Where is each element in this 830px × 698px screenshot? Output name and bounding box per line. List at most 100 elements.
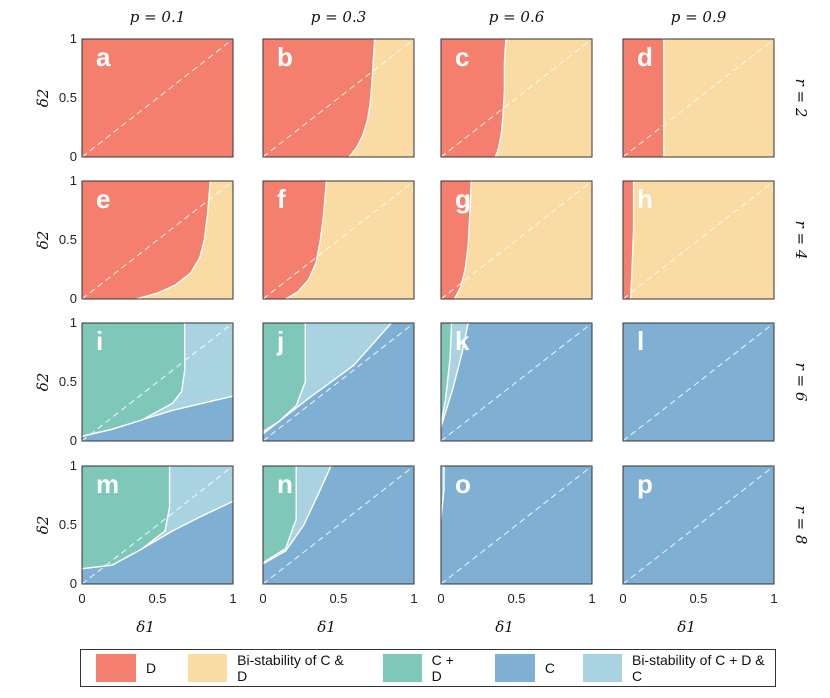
- panel-frame-d: [622, 38, 775, 158]
- region-BiCD-e-0: [136, 181, 233, 299]
- x-tick-0-1: 0.5: [148, 591, 166, 606]
- column-title-4: p = 0.9: [671, 8, 727, 26]
- x-tick-0-0: 0: [78, 591, 85, 606]
- legend-item-c-plus-d: C + D: [382, 652, 467, 684]
- panel-frame-a: [81, 38, 234, 158]
- y-axis-label-2: δ2: [34, 231, 52, 250]
- row-title-4: r = 8: [792, 506, 810, 545]
- diagonal-a: [82, 39, 233, 157]
- x-axis-label-4: δ1: [677, 618, 696, 636]
- diagonal-n: [263, 466, 414, 584]
- y-axis-label-3: δ2: [34, 373, 52, 392]
- panel-letter-h: h: [637, 184, 653, 214]
- boundary-line-k-0: [441, 323, 469, 428]
- x-tick-0-2: 1: [229, 591, 236, 606]
- legend-swatch-bistability-cdc: [582, 654, 622, 682]
- region-BiCD-b-0: [349, 39, 414, 157]
- boundary-line-k-1: [441, 323, 453, 425]
- region-BiCD-h-0: [630, 181, 774, 299]
- legend-item-d: D: [96, 654, 156, 682]
- panel-l: [623, 323, 774, 441]
- panel-frame-c: [440, 38, 593, 158]
- region-BiCD-f-0: [285, 181, 414, 299]
- panel-letter-e: e: [96, 184, 110, 214]
- legend-swatch-bistability-cd: [188, 654, 228, 682]
- x-tick-1-2: 1: [410, 591, 417, 606]
- legend-label-d: D: [146, 660, 157, 676]
- panel-h: [623, 181, 774, 299]
- region-CD-i-1: [82, 323, 185, 437]
- boundary-line-n-1: [263, 466, 297, 564]
- diagonal-c: [441, 39, 592, 157]
- region-BiCD-d-0: [663, 39, 774, 157]
- panel-letter-g: g: [455, 184, 471, 214]
- column-title-3: p = 0.6: [489, 8, 545, 26]
- diagonal-h: [623, 181, 774, 299]
- boundary-line-j-0: [263, 323, 392, 435]
- legend-swatch-c-plus-d: [382, 654, 422, 682]
- panel-frame-m: [81, 465, 234, 585]
- diagonal-l: [623, 323, 774, 441]
- region-CD-k-1: [441, 323, 452, 425]
- panel-frame-o: [440, 465, 593, 585]
- x-tick-3-1: 0.5: [689, 591, 707, 606]
- legend-label-c-plus-d: C + D: [431, 652, 454, 684]
- legend-label-c: C: [544, 660, 555, 676]
- y-tick-3-0: 0: [70, 576, 77, 591]
- x-axis-label-3: δ1: [495, 618, 514, 636]
- diagonal-m: [82, 466, 233, 584]
- boundary-line-n-0: [263, 466, 332, 565]
- panel-m: [82, 466, 233, 584]
- panel-frame-i: [81, 322, 234, 442]
- y-tick-3-1: 0.5: [59, 517, 77, 532]
- panel-frame-l: [622, 322, 775, 442]
- row-title-3: r = 6: [792, 363, 810, 402]
- x-tick-3-2: 1: [770, 591, 777, 606]
- y-tick-1-2: 1: [70, 173, 77, 188]
- x-tick-2-2: 1: [588, 591, 595, 606]
- diagonal-k: [441, 323, 592, 441]
- panel-frame-f: [262, 180, 415, 300]
- region-BiCD-g-0: [454, 181, 592, 299]
- diagonal-f: [263, 181, 414, 299]
- y-axis-label-1: δ2: [34, 89, 52, 108]
- panel-frame-p: [622, 465, 775, 585]
- x-tick-1-1: 0.5: [329, 591, 347, 606]
- legend-item-bistability-cd: Bi-stability of C & D: [188, 652, 355, 684]
- region-CD-j-1: [263, 323, 306, 432]
- panel-letter-o: o: [455, 469, 471, 499]
- region-CD-m-1: [82, 466, 170, 569]
- legend-swatch-c: [494, 654, 535, 682]
- panel-c: [441, 39, 592, 157]
- panel-frame-h: [622, 180, 775, 300]
- panel-o: [441, 466, 592, 584]
- row-title-1: r = 2: [792, 79, 810, 118]
- diagonal-g: [441, 181, 592, 299]
- panel-n: [263, 466, 414, 584]
- panel-f: [263, 181, 414, 299]
- panel-e: [82, 181, 233, 299]
- diagonal-e: [82, 181, 233, 299]
- panel-letter-c: c: [455, 42, 469, 72]
- diagonal-o: [441, 466, 592, 584]
- panel-d: [623, 39, 774, 157]
- panel-letter-d: d: [637, 42, 653, 72]
- boundary-line-b-0: [348, 39, 376, 157]
- x-tick-1-0: 0: [259, 591, 266, 606]
- boundary-line-j-1: [263, 323, 306, 433]
- panel-frame-b: [262, 38, 415, 158]
- panel-letter-m: m: [96, 469, 119, 499]
- x-axis-label-1: δ1: [136, 618, 155, 636]
- panel-letter-i: i: [96, 326, 103, 356]
- panel-letter-a: a: [96, 42, 111, 72]
- panel-i: [82, 323, 233, 441]
- legend-label-bistability-cdc: Bi-stability of C + D & C: [631, 652, 765, 684]
- legend-item-c: C: [494, 654, 555, 682]
- panel-frame-g: [440, 180, 593, 300]
- panel-frame-n: [262, 465, 415, 585]
- panel-frame-j: [262, 322, 415, 442]
- boundary-line-h-0: [629, 181, 635, 299]
- x-tick-2-0: 0: [437, 591, 444, 606]
- y-tick-1-0: 0: [70, 291, 77, 306]
- panel-j: [263, 323, 414, 441]
